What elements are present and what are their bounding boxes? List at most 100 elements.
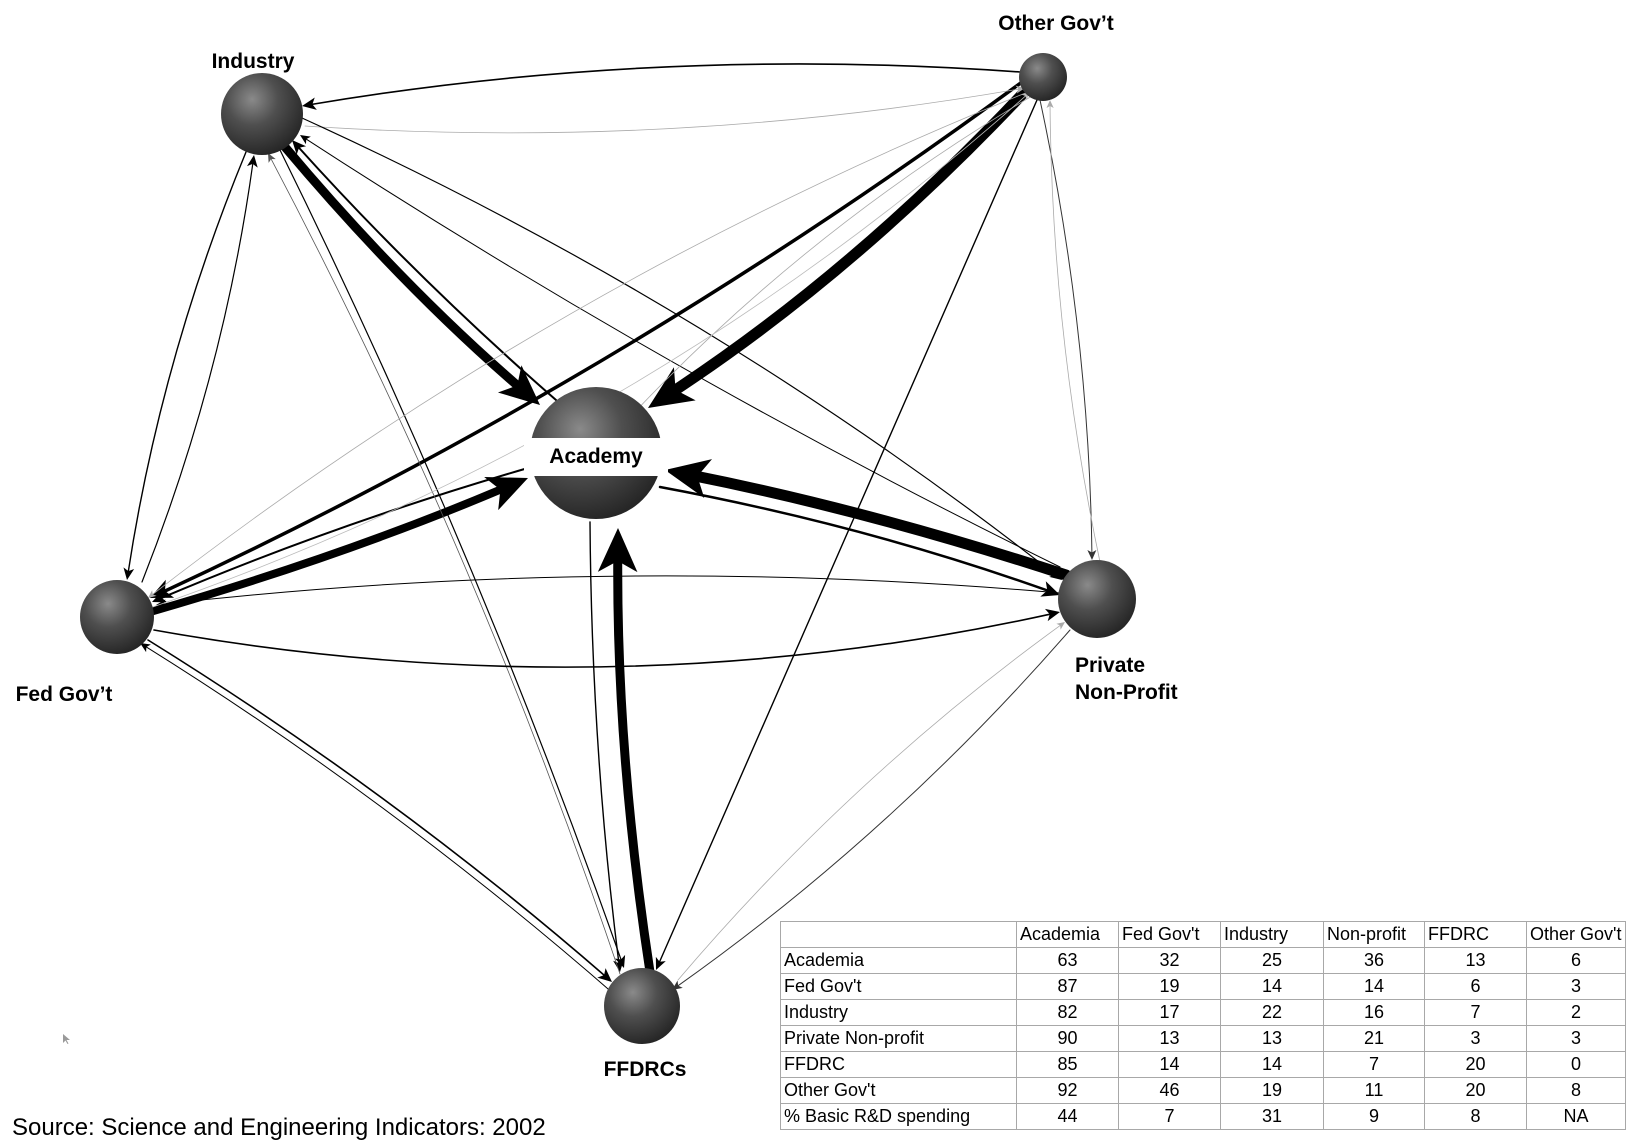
- edge-othergovt-private-arrowhead: [1087, 549, 1097, 560]
- edge-academy-fedgovt-line: [158, 467, 529, 600]
- edge-ffdrcs-private: [677, 622, 1065, 981]
- edge-private-othergovt: [1046, 100, 1101, 563]
- table-cell: 8: [1526, 1077, 1626, 1104]
- node-label-industry: Industry: [212, 50, 295, 73]
- edge-othergovt-academy-2-line: [634, 95, 1033, 412]
- edge-private-academy: [665, 459, 1072, 581]
- edge-othergovt-academy-arrowhead: [648, 367, 696, 408]
- edge-academy-industry-line: [296, 145, 557, 401]
- edge-industry-ffdrcs-arrowhead: [614, 954, 626, 968]
- table-cell: 8: [1424, 1103, 1527, 1130]
- table-cell: 36: [1323, 947, 1425, 974]
- edge-ffdrcs-private-line: [677, 624, 1062, 981]
- table-row-label: % Basic R&D spending: [780, 1103, 1017, 1130]
- table-cell: NA: [1526, 1103, 1626, 1130]
- edge-othergovt-fedgovt-2: [148, 91, 1029, 598]
- table-cell: 19: [1118, 973, 1221, 1000]
- table-cell: 3: [1526, 1025, 1626, 1052]
- edge-fedgovt-academy: [146, 477, 528, 616]
- node-label-other-govt: Other Gov’t: [998, 12, 1114, 35]
- edge-private-academy-arrowhead: [665, 459, 713, 498]
- edge-ffdrcs-academy-line: [613, 549, 655, 977]
- edge-ffdrcs-academy-arrowhead: [597, 528, 638, 573]
- table-cell: 44: [1016, 1103, 1119, 1130]
- table-cell: 25: [1220, 947, 1324, 974]
- table-cell: 90: [1016, 1025, 1119, 1052]
- table-cell: 31: [1220, 1103, 1324, 1130]
- edge-fedgovt-private-line: [153, 613, 1053, 668]
- table-cell: 63: [1016, 947, 1119, 974]
- table-cell: 13: [1118, 1025, 1221, 1052]
- table-cell: 3: [1526, 973, 1626, 1000]
- table-row: Fed Gov't 87 19 14 14 6 3: [780, 973, 1626, 1000]
- table-row-label: FFDRC: [780, 1051, 1017, 1078]
- edge-industry-academy: [280, 142, 540, 405]
- edge-private-ffdrcs-line: [676, 629, 1071, 988]
- edge-othergovt-ffdrcs: [655, 99, 1038, 970]
- table-row: % Basic R&D spending 44 7 31 9 8 NA: [780, 1103, 1626, 1130]
- edge-layer: [123, 63, 1101, 996]
- mouse-pointer-icon: [63, 1034, 70, 1044]
- edge-private-industry: [300, 135, 1061, 568]
- edge-fedgovt-academy-line: [146, 483, 510, 616]
- table-row-label: Industry: [780, 999, 1017, 1026]
- edge-industry-private-line: [301, 117, 1057, 577]
- table-cell: 13: [1220, 1025, 1324, 1052]
- table-header-cell: [780, 921, 1017, 948]
- edge-industry-ffdrcs-line: [279, 149, 623, 962]
- node-layer: [80, 53, 1136, 1044]
- label-layer: Academy Industry Other Gov’t Fed Gov’t P…: [16, 12, 1178, 1081]
- edge-industry-fedgovt: [123, 151, 247, 580]
- edge-othergovt-industry-line: [309, 63, 1021, 106]
- table-cell: 87: [1016, 973, 1119, 1000]
- edge-fedgovt-academy-arrowhead: [484, 477, 528, 511]
- edge-ffdrcs-industry-line: [270, 157, 621, 975]
- table-row-label: Fed Gov't: [780, 973, 1017, 1000]
- edge-private-industry-arrowhead: [300, 135, 311, 145]
- table-row-label: Other Gov't: [780, 1077, 1017, 1104]
- table-row-label: Private Non-profit: [780, 1025, 1017, 1052]
- edge-private-industry-line: [304, 137, 1061, 568]
- edge-private-othergovt-line: [1049, 104, 1101, 563]
- edge-ffdrcs-fedgovt: [140, 643, 616, 996]
- edge-fedgovt-ffdrcs: [147, 639, 612, 982]
- edge-industry-ffdrcs: [279, 149, 626, 968]
- table-cell: 14: [1118, 1051, 1221, 1078]
- edge-ffdrcs-academy: [597, 528, 655, 977]
- edge-industry-academy-arrowhead: [497, 365, 540, 405]
- edge-othergovt-private: [1039, 99, 1097, 560]
- table-cell: 32: [1118, 947, 1221, 974]
- table-cell: 7: [1424, 999, 1527, 1026]
- table-cell: 82: [1016, 999, 1119, 1026]
- node-label-ffdrcs: FFDRCs: [604, 1058, 687, 1081]
- academy-label-band: [524, 438, 668, 476]
- table-row: Academia 63 32 25 36 13 6: [780, 947, 1626, 974]
- edge-industry-othergovt: [304, 85, 1025, 134]
- edge-industry-othergovt-line: [304, 88, 1021, 134]
- node-label-academy: Academy: [549, 445, 643, 468]
- edge-othergovt-fedgovt: [150, 80, 1024, 598]
- edge-othergovt-fedgovt-line: [160, 80, 1024, 595]
- table-cell: 22: [1220, 999, 1324, 1026]
- node-label-fed-govt: Fed Gov’t: [16, 683, 113, 706]
- edge-industry-fedgovt-line: [127, 151, 247, 574]
- source-note: Source: Science and Engineering Indicato…: [12, 1114, 546, 1141]
- table-cell: 7: [1323, 1051, 1425, 1078]
- edge-ffdrcs-fedgovt-arrowhead: [140, 643, 151, 653]
- edge-private-academy-line: [685, 469, 1072, 581]
- table-cell: 20: [1424, 1051, 1527, 1078]
- edge-othergovt-academy-line: [664, 80, 1036, 400]
- edge-ffdrcs-fedgovt-line: [144, 645, 616, 996]
- table-cell: 19: [1220, 1077, 1324, 1104]
- edge-industry-private: [301, 117, 1062, 580]
- table-header-cell: Non-profit: [1323, 921, 1425, 948]
- table-cell: 6: [1526, 947, 1626, 974]
- table-cell: 2: [1526, 999, 1626, 1026]
- table-row: Private Non-profit 90 13 13 21 3 3: [780, 1025, 1626, 1052]
- table-cell: 11: [1323, 1077, 1425, 1104]
- table-row: Other Gov't 92 46 19 11 20 8: [780, 1077, 1626, 1104]
- table-body: Academia 63 32 25 36 13 6 Fed Gov't 87 19 14 14 6 3 In…: [780, 947, 1626, 1130]
- node-fed-govt: [80, 580, 154, 654]
- edge-othergovt-fedgovt-2-line: [151, 91, 1029, 596]
